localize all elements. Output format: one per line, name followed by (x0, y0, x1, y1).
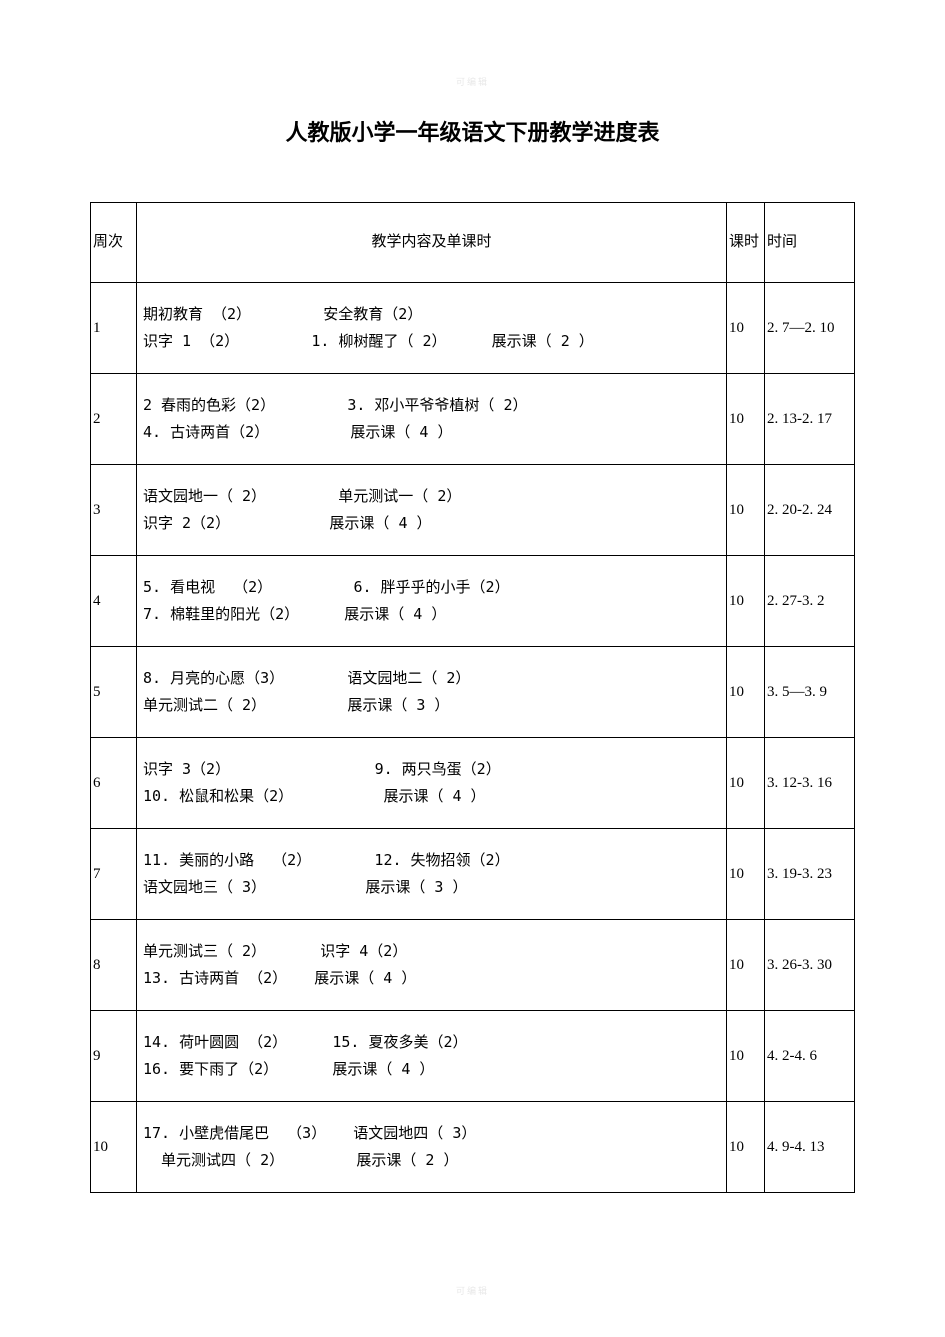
table-row: 45. 看电视 （2） 6. 胖乎乎的小手（2）7. 棉鞋里的阳光（2） 展示课… (91, 556, 855, 647)
cell-week: 2 (91, 374, 137, 465)
cell-time: 3. 5—3. 9 (765, 647, 855, 738)
content-line: 语文园地三（ 3） 展示课（ 3 ） (143, 874, 720, 901)
cell-hours: 10 (727, 1102, 765, 1193)
table-row: 1017. 小壁虎借尾巴 （3） 语文园地四（ 3） 单元测试四（ 2） 展示课… (91, 1102, 855, 1193)
content-line: 7. 棉鞋里的阳光（2） 展示课（ 4 ） (143, 601, 720, 628)
header-time: 时间 (765, 203, 855, 283)
content-line: 识字 3（2） 9. 两只鸟蛋（2） (143, 756, 720, 783)
content-line: 17. 小壁虎借尾巴 （3） 语文园地四（ 3） (143, 1120, 720, 1147)
cell-time: 2. 27-3. 2 (765, 556, 855, 647)
cell-content: 17. 小壁虎借尾巴 （3） 语文园地四（ 3） 单元测试四（ 2） 展示课（ … (137, 1102, 727, 1193)
content-line: 单元测试四（ 2） 展示课（ 2 ） (143, 1147, 720, 1174)
cell-content: 语文园地一（ 2） 单元测试一（ 2）识字 2（2） 展示课（ 4 ） (137, 465, 727, 556)
header-content: 教学内容及单课时 (137, 203, 727, 283)
cell-time: 3. 12-3. 16 (765, 738, 855, 829)
table-row: 3语文园地一（ 2） 单元测试一（ 2）识字 2（2） 展示课（ 4 ）102.… (91, 465, 855, 556)
watermark-bottom: 可编辑 (456, 1284, 489, 1297)
cell-content: 2 春雨的色彩（2） 3. 邓小平爷爷植树（ 2）4. 古诗两首（2） 展示课（… (137, 374, 727, 465)
content-line: 4. 古诗两首（2） 展示课（ 4 ） (143, 419, 720, 446)
cell-time: 3. 26-3. 30 (765, 920, 855, 1011)
cell-week: 8 (91, 920, 137, 1011)
table-row: 914. 荷叶圆圆 （2） 15. 夏夜多美（2）16. 要下雨了（2） 展示课… (91, 1011, 855, 1102)
table-row: 1期初教育 （2） 安全教育（2）识字 1 （2） 1. 柳树醒了（ 2） 展示… (91, 283, 855, 374)
cell-hours: 10 (727, 465, 765, 556)
cell-week: 1 (91, 283, 137, 374)
cell-week: 3 (91, 465, 137, 556)
content-line: 期初教育 （2） 安全教育（2） (143, 301, 720, 328)
schedule-table: 周次 教学内容及单课时 课时 时间 1期初教育 （2） 安全教育（2）识字 1 … (90, 202, 855, 1193)
content-line: 13. 古诗两首 （2） 展示课（ 4 ） (143, 965, 720, 992)
cell-hours: 10 (727, 556, 765, 647)
watermark-top: 可编辑 (456, 75, 489, 88)
cell-hours: 10 (727, 738, 765, 829)
cell-hours: 10 (727, 374, 765, 465)
page-title: 人教版小学一年级语文下册教学进度表 (90, 115, 855, 147)
cell-content: 5. 看电视 （2） 6. 胖乎乎的小手（2）7. 棉鞋里的阳光（2） 展示课（… (137, 556, 727, 647)
content-line: 2 春雨的色彩（2） 3. 邓小平爷爷植树（ 2） (143, 392, 720, 419)
content-line: 14. 荷叶圆圆 （2） 15. 夏夜多美（2） (143, 1029, 720, 1056)
content-line: 11. 美丽的小路 （2） 12. 失物招领（2） (143, 847, 720, 874)
cell-time: 2. 13-2. 17 (765, 374, 855, 465)
cell-hours: 10 (727, 920, 765, 1011)
cell-content: 14. 荷叶圆圆 （2） 15. 夏夜多美（2）16. 要下雨了（2） 展示课（… (137, 1011, 727, 1102)
cell-time: 3. 19-3. 23 (765, 829, 855, 920)
content-line: 8. 月亮的心愿（3） 语文园地二（ 2） (143, 665, 720, 692)
table-header-row: 周次 教学内容及单课时 课时 时间 (91, 203, 855, 283)
content-line: 识字 1 （2） 1. 柳树醒了（ 2） 展示课（ 2 ） (143, 328, 720, 355)
cell-content: 11. 美丽的小路 （2） 12. 失物招领（2）语文园地三（ 3） 展示课（ … (137, 829, 727, 920)
cell-content: 单元测试三（ 2） 识字 4（2）13. 古诗两首 （2） 展示课（ 4 ） (137, 920, 727, 1011)
table-row: 22 春雨的色彩（2） 3. 邓小平爷爷植树（ 2）4. 古诗两首（2） 展示课… (91, 374, 855, 465)
cell-week: 9 (91, 1011, 137, 1102)
content-line: 10. 松鼠和松果（2） 展示课（ 4 ） (143, 783, 720, 810)
content-line: 识字 2（2） 展示课（ 4 ） (143, 510, 720, 537)
cell-week: 6 (91, 738, 137, 829)
header-week: 周次 (91, 203, 137, 283)
table-row: 711. 美丽的小路 （2） 12. 失物招领（2）语文园地三（ 3） 展示课（… (91, 829, 855, 920)
cell-hours: 10 (727, 283, 765, 374)
header-hours: 课时 (727, 203, 765, 283)
table-row: 8单元测试三（ 2） 识字 4（2）13. 古诗两首 （2） 展示课（ 4 ）1… (91, 920, 855, 1011)
cell-content: 8. 月亮的心愿（3） 语文园地二（ 2）单元测试二（ 2） 展示课（ 3 ） (137, 647, 727, 738)
content-line: 单元测试三（ 2） 识字 4（2） (143, 938, 720, 965)
cell-time: 4. 9-4. 13 (765, 1102, 855, 1193)
content-line: 单元测试二（ 2） 展示课（ 3 ） (143, 692, 720, 719)
cell-time: 2. 7—2. 10 (765, 283, 855, 374)
cell-content: 识字 3（2） 9. 两只鸟蛋（2）10. 松鼠和松果（2） 展示课（ 4 ） (137, 738, 727, 829)
cell-content: 期初教育 （2） 安全教育（2）识字 1 （2） 1. 柳树醒了（ 2） 展示课… (137, 283, 727, 374)
table-row: 58. 月亮的心愿（3） 语文园地二（ 2）单元测试二（ 2） 展示课（ 3 ）… (91, 647, 855, 738)
cell-week: 5 (91, 647, 137, 738)
table-row: 6识字 3（2） 9. 两只鸟蛋（2）10. 松鼠和松果（2） 展示课（ 4 ）… (91, 738, 855, 829)
content-line: 16. 要下雨了（2） 展示课（ 4 ） (143, 1056, 720, 1083)
cell-hours: 10 (727, 829, 765, 920)
cell-hours: 10 (727, 647, 765, 738)
cell-hours: 10 (727, 1011, 765, 1102)
cell-week: 7 (91, 829, 137, 920)
cell-time: 4. 2-4. 6 (765, 1011, 855, 1102)
cell-week: 4 (91, 556, 137, 647)
cell-time: 2. 20-2. 24 (765, 465, 855, 556)
content-line: 5. 看电视 （2） 6. 胖乎乎的小手（2） (143, 574, 720, 601)
content-line: 语文园地一（ 2） 单元测试一（ 2） (143, 483, 720, 510)
cell-week: 10 (91, 1102, 137, 1193)
